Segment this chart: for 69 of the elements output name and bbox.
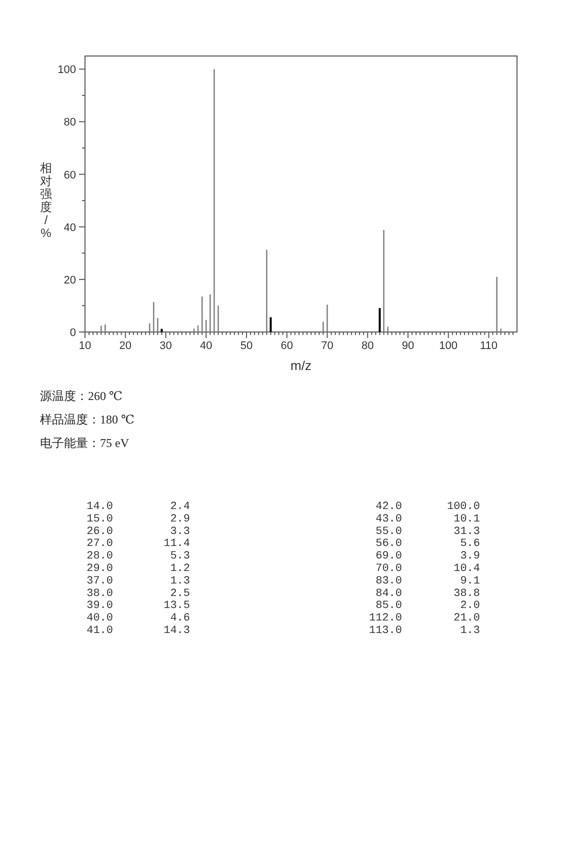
text: 38.0 bbox=[86, 588, 113, 600]
text: 样品温度：180 ℃ bbox=[40, 412, 134, 426]
text: 13.5 bbox=[164, 600, 190, 612]
text: 112.0 bbox=[368, 612, 402, 625]
text: 11.4 bbox=[164, 538, 190, 550]
bar bbox=[270, 317, 272, 332]
text: 85.0 bbox=[376, 600, 402, 612]
text: 43.0 bbox=[376, 513, 402, 526]
y-tick-label: 40 bbox=[64, 222, 76, 234]
text: 40.0 bbox=[86, 612, 113, 625]
text: 1.2 bbox=[170, 563, 190, 575]
text: 37.0 bbox=[86, 575, 113, 588]
y-tick-label: 100 bbox=[58, 64, 76, 76]
text: 2.0 bbox=[460, 600, 480, 612]
x-tick-label: 110 bbox=[480, 340, 498, 352]
text: 10.4 bbox=[454, 563, 480, 575]
x-tick-label: 20 bbox=[119, 340, 132, 352]
text: 9.1 bbox=[460, 575, 480, 588]
text: 2.4 bbox=[170, 501, 190, 513]
text: 28.0 bbox=[86, 550, 113, 563]
x-tick-label: 60 bbox=[280, 340, 293, 352]
x-tick-label: 30 bbox=[160, 340, 172, 352]
text: 31.3 bbox=[454, 526, 480, 538]
text: 2.9 bbox=[170, 513, 190, 526]
y-axis-title: 相对强度/% bbox=[40, 161, 52, 240]
x-tick-label: 40 bbox=[200, 340, 212, 352]
text: 1.3 bbox=[460, 625, 480, 637]
text: 10.1 bbox=[454, 513, 480, 526]
text: 29.0 bbox=[86, 563, 113, 575]
y-tick-label: 60 bbox=[64, 169, 76, 182]
text: 3.9 bbox=[460, 550, 480, 563]
text: 26.0 bbox=[86, 526, 113, 538]
text: 5.6 bbox=[460, 538, 480, 550]
text: 39.0 bbox=[86, 600, 113, 612]
x-tick-label: 70 bbox=[321, 340, 334, 352]
text: 27.0 bbox=[86, 538, 113, 550]
text: 55.0 bbox=[376, 526, 402, 538]
bar bbox=[160, 328, 163, 332]
text: 4.6 bbox=[170, 612, 190, 625]
text: 70.0 bbox=[376, 563, 402, 575]
text: 2.5 bbox=[170, 588, 190, 600]
text: 15.0 bbox=[86, 513, 113, 526]
text: 113.0 bbox=[368, 625, 402, 637]
text: 83.0 bbox=[376, 575, 402, 588]
x-tick-label: 90 bbox=[402, 340, 414, 352]
text: 69.0 bbox=[376, 550, 402, 563]
x-tick-label: 80 bbox=[361, 340, 374, 352]
text: 源温度：260 ℃ bbox=[40, 389, 122, 403]
text: 3.3 bbox=[170, 526, 190, 538]
y-tick-label: 0 bbox=[70, 327, 76, 339]
text: 100.0 bbox=[446, 501, 480, 513]
x-axis-title: m/z bbox=[290, 358, 312, 373]
text: 电子能量：75 eV bbox=[40, 436, 130, 450]
text: 56.0 bbox=[376, 538, 402, 550]
y-tick-label: 20 bbox=[64, 274, 76, 286]
bar bbox=[378, 308, 381, 332]
x-tick-label: 50 bbox=[240, 340, 253, 352]
text: 1.3 bbox=[170, 575, 190, 588]
text: 42.0 bbox=[376, 501, 402, 513]
text: 38.8 bbox=[454, 588, 480, 600]
text: 84.0 bbox=[376, 588, 402, 600]
y-tick-label: 80 bbox=[64, 116, 76, 129]
text: 21.0 bbox=[454, 612, 480, 625]
x-tick-label: 10 bbox=[78, 340, 92, 352]
text: 14.3 bbox=[164, 625, 190, 637]
text: 5.3 bbox=[170, 550, 190, 563]
text: 14.0 bbox=[86, 501, 113, 513]
text: 41.0 bbox=[86, 625, 113, 637]
x-tick-label: 100 bbox=[439, 340, 458, 352]
